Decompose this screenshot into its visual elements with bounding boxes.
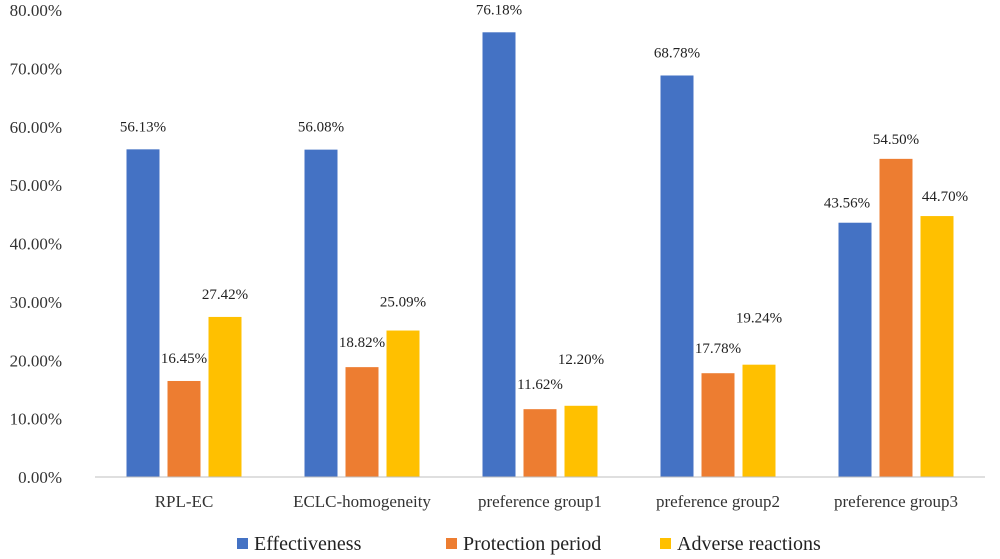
- x-axis-categories: RPL-EC ECLC-homogeneity preference group1 p…: [155, 492, 958, 511]
- bar-adverse-reactions: [742, 364, 776, 477]
- x-category-label: preference group2: [656, 492, 780, 511]
- x-category-label: preference group3: [834, 492, 958, 511]
- legend-swatch: [237, 538, 248, 549]
- y-tick-label: 40.00%: [10, 235, 62, 254]
- bar-protection-period: [701, 373, 735, 477]
- bar-adverse-reactions: [386, 330, 420, 477]
- y-tick-label: 10.00%: [10, 410, 62, 429]
- x-category-label: preference group1: [478, 492, 602, 511]
- data-label: 25.09%: [380, 295, 426, 311]
- bar-protection-period: [167, 380, 201, 477]
- legend-label: Protection period: [463, 533, 601, 555]
- x-category-label: ECLC-homogeneity: [293, 492, 431, 511]
- data-label: 16.45%: [161, 351, 207, 367]
- bar-protection-period: [523, 409, 557, 477]
- bar-effectiveness: [126, 149, 160, 477]
- data-label: 68.78%: [654, 45, 700, 61]
- data-label: 56.08%: [298, 120, 344, 136]
- data-label: 43.56%: [824, 196, 870, 212]
- data-label: 12.20%: [558, 352, 604, 368]
- bar-protection-period: [345, 367, 379, 477]
- bar-adverse-reactions: [208, 316, 242, 477]
- y-tick-label: 50.00%: [10, 176, 62, 195]
- data-label: 18.82%: [339, 335, 385, 351]
- data-label: 19.24%: [736, 311, 782, 327]
- bar-effectiveness: [304, 149, 338, 477]
- data-label: 17.78%: [695, 341, 741, 357]
- bar-effectiveness: [482, 32, 516, 477]
- legend-label: Effectiveness: [254, 533, 362, 555]
- bar-adverse-reactions: [920, 216, 954, 477]
- data-label: 44.70%: [922, 189, 968, 205]
- legend-label: Adverse reactions: [677, 533, 821, 555]
- data-label: 27.42%: [202, 287, 248, 303]
- data-labels: 56.13% 16.45% 27.42% 56.08% 18.82% 25.09% 76.1…: [120, 2, 968, 393]
- legend-swatch: [446, 538, 457, 549]
- y-tick-label: 80.00%: [10, 1, 62, 20]
- data-label: 76.18%: [476, 2, 522, 18]
- y-tick-label: 20.00%: [10, 351, 62, 370]
- legend: Effectiveness Protection period Adverse re…: [237, 533, 821, 555]
- x-category-label: RPL-EC: [155, 492, 214, 511]
- y-tick-label: 0.00%: [18, 468, 62, 487]
- y-tick-label: 60.00%: [10, 118, 62, 137]
- data-label: 56.13%: [120, 119, 166, 135]
- y-axis-ticks: 0.00% 10.00% 20.00% 30.00% 40.00% 50.00% 60.00…: [10, 1, 62, 487]
- data-label: 54.50%: [873, 132, 919, 148]
- data-label: 11.62%: [517, 377, 563, 393]
- bar-effectiveness: [660, 75, 694, 477]
- bar-protection-period: [879, 158, 913, 477]
- legend-swatch: [660, 538, 671, 549]
- bar-adverse-reactions: [564, 405, 598, 477]
- y-tick-label: 70.00%: [10, 59, 62, 78]
- bars: [126, 32, 954, 477]
- y-tick-label: 30.00%: [10, 293, 62, 312]
- bar-effectiveness: [838, 222, 872, 477]
